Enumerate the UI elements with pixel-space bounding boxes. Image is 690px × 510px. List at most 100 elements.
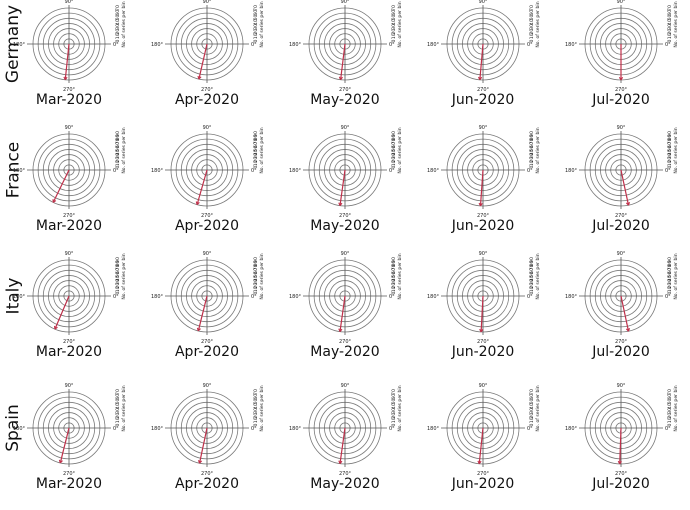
- radial-tick-label: 70: [667, 264, 673, 270]
- radial-tick-label: 30: [667, 408, 673, 414]
- angle-tick-label: 90°: [479, 0, 488, 5]
- month-label: Apr-2020: [174, 476, 239, 492]
- angle-tick-label: 0°: [251, 168, 257, 174]
- radial-tick-label: 60: [391, 142, 397, 148]
- radial-tick-label: 10: [115, 160, 121, 166]
- radial-tick-label: 20: [391, 29, 397, 35]
- radial-tick-label: 60: [391, 268, 397, 274]
- radial-tick-label: 50: [253, 398, 259, 404]
- radial-tick-label: 10: [115, 417, 121, 423]
- angle-tick-label: 0°: [389, 426, 395, 432]
- mean-direction-arrowhead: [198, 459, 203, 464]
- mean-direction-arrowhead: [618, 76, 624, 81]
- radial-tick-label: 60: [253, 142, 259, 148]
- radial-tick-label: 10: [253, 417, 259, 423]
- radial-tick-label: 70: [115, 389, 121, 395]
- radial-axis-label: No. of series per bin: [259, 385, 265, 431]
- angle-tick-label: 0°: [113, 294, 119, 300]
- radial-tick-label: 10: [391, 417, 397, 423]
- radial-tick-label: 90: [667, 131, 673, 137]
- radial-tick-label: 80: [391, 261, 397, 267]
- radial-axis-label: No. of series per bin: [121, 127, 127, 173]
- month-label: May-2020: [310, 344, 380, 360]
- radial-tick-label: 70: [529, 264, 535, 270]
- mean-direction-line: [480, 295, 484, 332]
- angle-tick-label: 270°: [615, 87, 628, 93]
- angle-tick-label: 270°: [615, 213, 628, 219]
- angle-tick-label: 270°: [477, 213, 490, 219]
- mean-direction-arrowhead: [479, 328, 484, 333]
- radial-tick-label: 0: [391, 423, 397, 426]
- radial-tick-label: 70: [667, 389, 673, 395]
- mean-direction-arrowhead: [196, 327, 201, 332]
- radial-tick-label: 80: [667, 261, 673, 267]
- mean-direction-arrowhead: [338, 328, 343, 332]
- radial-tick-label: 50: [115, 272, 121, 278]
- radial-tick-label: 0: [253, 291, 259, 294]
- radial-tick-label: 90: [667, 257, 673, 263]
- radial-tick-label: 20: [115, 29, 121, 35]
- radial-tick-label: 20: [667, 413, 673, 419]
- month-label: May-2020: [310, 218, 380, 234]
- radial-tick-label: 80: [529, 135, 535, 141]
- angle-tick-label: 270°: [201, 471, 214, 477]
- radial-tick-label: 80: [529, 261, 535, 267]
- mean-direction-line: [339, 427, 346, 464]
- radial-tick-label: 10: [529, 286, 535, 292]
- radial-tick-label: 10: [667, 417, 673, 423]
- radial-tick-label: 60: [253, 394, 259, 400]
- mean-direction-line: [59, 427, 70, 464]
- radial-tick-label: 90: [253, 131, 259, 137]
- angle-tick-label: 270°: [615, 471, 628, 477]
- mean-direction-arrowhead: [338, 202, 343, 206]
- radial-tick-label: 0: [253, 39, 259, 42]
- mean-direction-arrowhead: [625, 201, 630, 206]
- angle-tick-label: 90°: [203, 383, 212, 389]
- angle-tick-label: 90°: [479, 125, 488, 131]
- angle-tick-label: 90°: [203, 0, 212, 5]
- radial-axis-label: No. of series per bin: [259, 127, 265, 173]
- angle-tick-label: 270°: [63, 87, 76, 93]
- month-label: Jun-2020: [451, 344, 515, 360]
- radial-tick-label: 50: [115, 146, 121, 152]
- mean-direction-arrowhead: [617, 460, 622, 465]
- mean-direction-line: [339, 295, 346, 332]
- radial-tick-label: 0: [667, 165, 673, 168]
- radial-tick-label: 60: [667, 142, 673, 148]
- angle-tick-label: 90°: [341, 383, 350, 389]
- radial-tick-label: 30: [391, 279, 397, 285]
- month-label: Mar-2020: [35, 92, 103, 108]
- radial-tick-label: 80: [667, 135, 673, 141]
- radial-tick-label: 20: [529, 283, 535, 289]
- radial-tick-label: 40: [529, 403, 535, 409]
- radial-tick-label: 50: [529, 398, 535, 404]
- angle-tick-label: 180°: [289, 294, 302, 300]
- radial-tick-label: 50: [667, 14, 673, 20]
- mean-direction-line: [620, 295, 630, 332]
- angle-tick-label: 0°: [251, 42, 257, 48]
- radial-tick-label: 10: [529, 417, 535, 423]
- radial-tick-label: 30: [115, 408, 121, 414]
- radial-axis-label: No. of series per bin: [673, 253, 679, 299]
- angle-tick-label: 180°: [13, 426, 26, 432]
- mean-direction-arrowhead: [52, 199, 57, 203]
- radial-tick-label: 20: [529, 29, 535, 35]
- radial-tick-label: 90: [391, 131, 397, 137]
- mean-direction-line: [479, 43, 484, 80]
- radial-axis-label: No. of series per bin: [259, 1, 265, 47]
- angle-tick-label: 180°: [289, 168, 302, 174]
- radial-tick-label: 50: [391, 146, 397, 152]
- radial-tick-label: 40: [529, 275, 535, 281]
- radial-tick-label: 70: [391, 5, 397, 11]
- radial-tick-label: 0: [667, 291, 673, 294]
- angle-tick-label: 90°: [479, 251, 488, 257]
- radial-tick-label: 50: [253, 272, 259, 278]
- radial-tick-label: 30: [529, 279, 535, 285]
- angle-tick-label: 180°: [427, 42, 440, 48]
- radial-tick-label: 60: [115, 394, 121, 400]
